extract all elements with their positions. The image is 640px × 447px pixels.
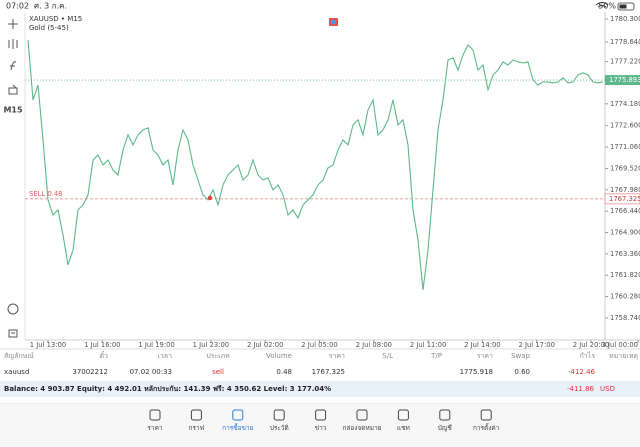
table-header: Volume — [266, 352, 292, 360]
tab-icon — [439, 409, 451, 421]
chart-symbol: XAUUSD • M15 — [29, 15, 82, 23]
time-tick-label: 2 Jul 14:00 — [464, 341, 500, 349]
table-header: กำไร — [580, 351, 596, 360]
tab-icon — [397, 409, 409, 421]
screenshot-tool[interactable] — [8, 329, 18, 338]
table-header: ตั๋ว — [100, 351, 109, 360]
price-tick-label: 1766.440 — [610, 207, 640, 215]
tab-icon — [190, 409, 202, 421]
status-battery: 50% — [598, 2, 616, 11]
price-tick-label: 1763.360 — [610, 250, 640, 258]
current-price-label: 1775.893 — [609, 76, 640, 84]
crosshair-tool[interactable] — [8, 19, 18, 29]
tab-label[interactable]: ประวัติ — [270, 424, 289, 432]
order-label: SELL 0.48 — [29, 190, 62, 198]
status-date: ศ. 3 ก.ค. — [34, 2, 67, 11]
price-line — [27, 39, 604, 290]
time-tick-label: 2 Jul 20:00 — [573, 341, 609, 349]
table-header: สัญลักษณ์ — [4, 352, 34, 360]
price-tick-label: 1771.060 — [610, 143, 640, 151]
price-tick-label: 1767.980 — [610, 186, 640, 194]
time-tick-label: 1 Jul 19:00 — [138, 341, 174, 349]
price-tick-label: 1777.220 — [610, 58, 640, 66]
table-header: ราคา — [329, 352, 345, 360]
tab-label[interactable]: กราฟ — [189, 424, 205, 432]
toolbar — [7, 19, 19, 338]
table-cell: 0.60 — [514, 368, 530, 376]
tab-label[interactable]: ข่าว — [315, 424, 327, 432]
time-tick-label: 3 Jul 00:00 — [602, 341, 638, 349]
balance-text: Balance: 4 903.87 Equity: 4 492.01 หลักป… — [4, 385, 331, 393]
table-header: T/P — [430, 352, 442, 360]
objects-tool[interactable] — [8, 84, 18, 95]
current-price-box — [605, 75, 640, 86]
tab-label[interactable]: แชท — [397, 424, 410, 432]
time-tick-label: 2 Jul 05:00 — [301, 341, 337, 349]
function-tool[interactable] — [10, 61, 17, 71]
tab-label[interactable]: การซื้อขาย — [222, 423, 253, 432]
time-tick-label: 1 Jul 16:00 — [84, 341, 120, 349]
balance-currency: USD — [600, 385, 615, 393]
table-header: Swap — [511, 352, 530, 360]
price-tick-label: 1764.900 — [610, 229, 640, 237]
wifi-icon — [595, 2, 609, 8]
table-cell: 1767.325 — [312, 368, 345, 376]
tab-icon — [315, 409, 327, 421]
time-tick-label: 2 Jul 17:00 — [518, 341, 554, 349]
chart-layer: 1780.300 1778.640 1777.220 1774.180 1772.600… — [25, 15, 640, 349]
table-cell: 07.02 00:33 — [130, 368, 172, 376]
table-header: S/L — [382, 352, 393, 360]
battery-icon — [617, 2, 635, 11]
price-tick-label: 1772.600 — [610, 122, 640, 130]
tab-label[interactable]: ราคา — [147, 424, 162, 432]
table-header: หมายเหตุ — [609, 352, 638, 360]
price-tick-label: 1778.640 — [610, 38, 640, 46]
table-header: เวลา — [157, 352, 172, 360]
table-cell: 1775.918 — [460, 368, 493, 376]
tab-label[interactable]: การตั้งค่า — [473, 423, 500, 432]
balance-row — [0, 381, 640, 397]
tab-bar — [0, 404, 640, 447]
table-header: ประเภท — [206, 352, 230, 360]
price-tick-label: 1780.300 — [610, 15, 640, 23]
tab-label[interactable]: บัญชี — [438, 424, 453, 432]
price-tick-label: 1769.520 — [610, 164, 640, 172]
price-tick-label: 1761.820 — [610, 271, 640, 279]
zoom-tool[interactable] — [7, 303, 19, 315]
indicator-tool[interactable] — [8, 39, 18, 49]
order-marker — [207, 195, 213, 201]
table-header: ราคา — [477, 352, 493, 360]
indicator-label: Gold (5-45) — [29, 24, 69, 32]
tab-label[interactable]: กล่องจดหมาย — [342, 424, 381, 432]
time-tick-label: 2 Jul 08:00 — [356, 341, 392, 349]
time-tick-label: 2 Jul 02:00 — [247, 341, 283, 349]
tab-icon — [480, 409, 492, 421]
tab-icon — [232, 409, 244, 421]
timeframe-button[interactable]: M15 — [3, 106, 23, 115]
table-cell: 37002212 — [72, 368, 108, 376]
table-cell: sell — [212, 368, 224, 376]
time-tick-label: 2 Jul 11:00 — [410, 341, 446, 349]
balance-total: -411.86 — [567, 385, 595, 393]
tab-icon — [356, 409, 368, 421]
price-tick-label: 1774.180 — [610, 100, 640, 108]
trade-toggle-icon — [331, 20, 336, 24]
status-time: 07:02 — [6, 2, 29, 11]
price-tick-label: 1758.740 — [610, 314, 640, 322]
table-cell: xauusd — [4, 368, 29, 376]
tab-icon — [273, 409, 285, 421]
table-cell: -412.46 — [568, 368, 596, 376]
order-price-box — [604, 193, 640, 205]
tab-icon — [149, 409, 161, 421]
order-price-label: 1767.325 — [609, 195, 640, 203]
price-tick-label: 1760.280 — [610, 293, 640, 301]
table-cell: 0.48 — [276, 368, 292, 376]
battery-level — [619, 4, 627, 9]
time-tick-label: 1 Jul 23:00 — [193, 341, 229, 349]
time-tick-label: 1 Jul 13:00 — [30, 341, 66, 349]
